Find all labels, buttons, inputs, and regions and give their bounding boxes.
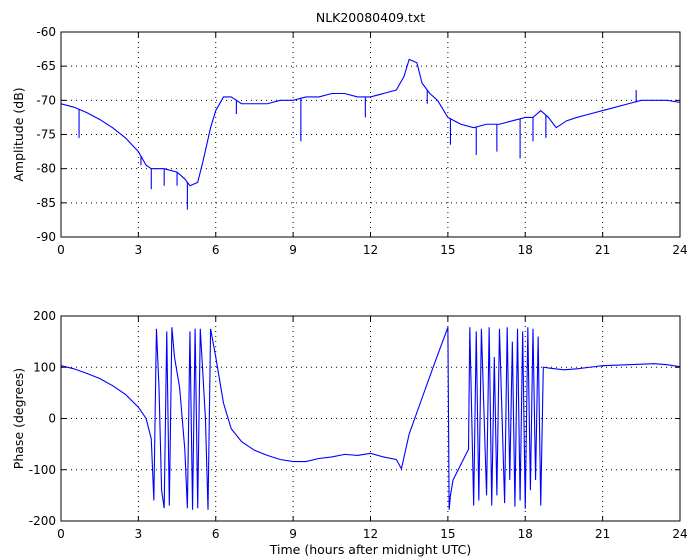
phase-x-tick-label: 24 <box>672 527 687 541</box>
amplitude-x-tick-label: 24 <box>672 243 687 257</box>
amplitude-x-tick-label: 12 <box>363 243 378 257</box>
phase-x-tick-label: 9 <box>289 527 297 541</box>
amplitude-y-tick-label: -80 <box>36 162 56 176</box>
phase-chart: 0 3 6 9 12 15 18 21 24 -200 -100 0 100 200 Time (hours… <box>11 309 688 557</box>
phase-x-tick-label: 15 <box>440 527 455 541</box>
amplitude-y-tick-label: -70 <box>36 93 56 107</box>
phase-x-axis-label: Time (hours after midnight UTC) <box>269 542 471 557</box>
amplitude-x-tick-label: 18 <box>518 243 533 257</box>
phase-y-tick-label: -200 <box>29 514 56 528</box>
phase-y-tick-label: 200 <box>33 309 56 323</box>
phase-series-line <box>61 327 680 510</box>
phase-x-tick-label: 12 <box>363 527 378 541</box>
amplitude-y-tick-label: -65 <box>36 59 56 73</box>
amplitude-x-tick-label: 6 <box>212 243 220 257</box>
amplitude-x-tick-label: 9 <box>289 243 297 257</box>
phase-x-tick-label: 18 <box>518 527 533 541</box>
phase-y-tick-label: 0 <box>48 412 56 426</box>
amplitude-y-tick-label: -90 <box>36 230 56 244</box>
phase-x-tick-label: 6 <box>212 527 220 541</box>
phase-x-tick-label: 21 <box>595 527 610 541</box>
phase-y-tick-label: -100 <box>29 463 56 477</box>
amplitude-x-tick-label: 3 <box>135 243 143 257</box>
phase-x-tick-label: 0 <box>57 527 65 541</box>
amplitude-y-tick-label: -60 <box>36 25 56 39</box>
amplitude-chart-title: NLK20080409.txt <box>316 10 425 25</box>
amplitude-chart: 0 3 6 9 12 15 18 21 24 -90 -85 -80 -75 -70 -65 -60 NLK20… <box>11 10 688 257</box>
amplitude-x-tick-label: 0 <box>57 243 65 257</box>
amplitude-y-tick-label: -75 <box>36 128 56 142</box>
amplitude-y-axis-label: Amplitude (dB) <box>11 87 26 181</box>
phase-x-tick-label: 3 <box>135 527 143 541</box>
amplitude-series-line <box>61 58 680 187</box>
amplitude-x-tick-label: 15 <box>440 243 455 257</box>
amplitude-x-tick-label: 21 <box>595 243 610 257</box>
phase-y-axis-label: Phase (degrees) <box>11 368 26 469</box>
phase-y-tick-label: 100 <box>33 360 56 374</box>
amplitude-y-tick-label: -85 <box>36 196 56 210</box>
